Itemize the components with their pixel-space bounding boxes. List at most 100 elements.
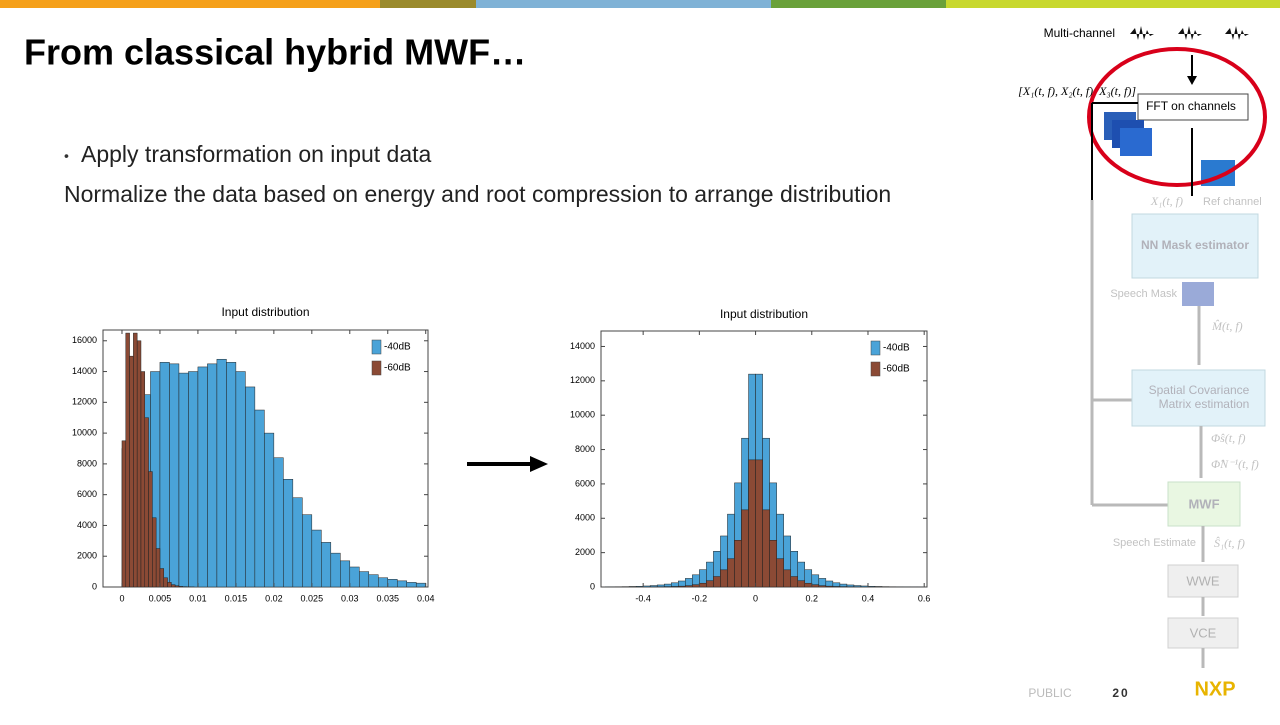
histogram-bar <box>171 585 175 587</box>
histogram-bar <box>312 530 321 587</box>
histogram-bar <box>784 570 791 587</box>
histogram-bar <box>160 569 164 587</box>
x-tick-label: 0 <box>753 593 758 603</box>
footer-label: PUBLIC <box>1028 686 1072 700</box>
histogram-bar <box>283 479 292 587</box>
histogram-bar <box>378 578 387 587</box>
bullet: Apply transformation on input data <box>81 141 432 167</box>
histogram-bar <box>692 585 699 587</box>
histogram-bar <box>416 583 425 587</box>
wwe-label: WWE <box>1186 573 1220 588</box>
x-tick-label: 0.005 <box>149 593 172 603</box>
histogram-bar <box>245 387 254 587</box>
histogram-bar <box>706 581 713 587</box>
histogram-bar <box>274 458 283 587</box>
histogram-bar <box>160 362 169 587</box>
histogram-bar <box>350 567 359 587</box>
histogram-bar <box>130 356 134 587</box>
y-tick-label: 0 <box>590 581 595 591</box>
histogram-bar <box>145 418 149 587</box>
histogram-bar <box>791 577 798 587</box>
histogram-bar <box>264 433 273 587</box>
faded-pipeline: X₁(t, f) Ref channel NN Mask estimator S… <box>1092 194 1265 668</box>
page-number: 20 <box>1112 686 1129 700</box>
x-tick-label: 0.6 <box>918 593 931 603</box>
histogram-bar <box>168 582 172 587</box>
histogram-bar <box>321 542 330 587</box>
waveforms <box>1130 26 1255 40</box>
histogram-bar <box>397 581 406 587</box>
histogram-bar <box>122 441 126 587</box>
histogram-bar <box>636 586 643 587</box>
legend-label: -40dB <box>384 342 411 353</box>
transform-arrow <box>467 456 548 472</box>
y-tick-label: 8000 <box>575 444 595 454</box>
histogram-bar <box>369 575 378 587</box>
histogram-bar <box>734 540 741 587</box>
top-strip <box>0 0 1280 8</box>
y-tick-label: 4000 <box>575 513 595 523</box>
x-tick-label: -0.2 <box>692 593 708 603</box>
histogram-bar <box>720 570 727 587</box>
histogram-bar <box>188 372 197 587</box>
histogram-bar <box>156 549 160 587</box>
vce-label: VCE <box>1190 625 1217 640</box>
x-tick-label: 0.02 <box>265 593 283 603</box>
legend-swatch <box>372 361 381 375</box>
histogram-bar <box>198 367 207 587</box>
histogram-bar <box>175 586 179 587</box>
histogram-bar <box>875 586 882 587</box>
channels-label: [X₁(t, f), X₂(t, f), X₃(t, f)] <box>1018 84 1136 98</box>
x-tick-label: 0.4 <box>862 593 875 603</box>
histogram-chart: Input distribution0200040006000800010000… <box>72 305 435 603</box>
spectrogram-icons <box>1104 112 1235 186</box>
fft-label: FFT on channels <box>1146 99 1236 113</box>
histogram-bar <box>388 579 397 587</box>
y-tick-label: 6000 <box>575 478 595 488</box>
histogram-bar <box>826 586 833 587</box>
histogram-bar <box>164 578 168 587</box>
y-tick-label: 12000 <box>72 397 97 407</box>
y-tick-label: 2000 <box>77 551 97 561</box>
pipeline-diagram: Multi-channel [X₁(t, f), X₂(t, f), X₃(t,… <box>1018 26 1265 668</box>
y-tick-label: 10000 <box>72 427 97 437</box>
y-tick-label: 2000 <box>575 547 595 557</box>
legend-swatch <box>871 341 880 355</box>
histogram-bar <box>149 472 153 587</box>
x-tick-label: 0.035 <box>376 593 399 603</box>
y-tick-label: 10000 <box>570 410 595 420</box>
histogram-bar <box>126 333 130 587</box>
ref-label: Ref channel <box>1203 196 1262 208</box>
x-tick-label: 0.03 <box>341 593 359 603</box>
y-tick-label: 16000 <box>72 335 97 345</box>
histogram-bar <box>331 553 340 587</box>
nn-label: NN Mask estimator <box>1141 238 1249 252</box>
x-tick-label: 0.04 <box>417 593 435 603</box>
charts: Input distribution0200040006000800010000… <box>72 305 930 603</box>
input-label: Multi-channel <box>1044 26 1115 40</box>
legend-swatch <box>372 340 381 354</box>
scm-label: Spatial Covariance <box>1149 383 1250 397</box>
x-tick-label: 0.2 <box>806 593 819 603</box>
histogram-bar <box>302 515 311 587</box>
histogram-bar <box>236 372 245 587</box>
histogram-bar <box>137 341 141 587</box>
histogram-bar <box>133 333 137 587</box>
histogram-bar <box>671 586 678 587</box>
logo: NXP <box>1194 678 1235 700</box>
histogram-bar <box>685 586 692 587</box>
y-tick-label: 12000 <box>570 375 595 385</box>
histogram-bar <box>727 559 734 587</box>
y-tick-label: 0 <box>92 581 97 591</box>
legend-swatch <box>871 362 880 376</box>
histogram-bar <box>293 498 302 587</box>
mask-label: Speech Mask <box>1110 288 1177 300</box>
histogram-bar <box>868 586 875 587</box>
histogram-bar <box>777 559 784 587</box>
histogram-bar <box>861 586 868 587</box>
ref-signal: X₁(t, f) <box>1150 194 1183 208</box>
slide-title: From classical hybrid MWF… <box>24 32 526 73</box>
histogram-bar <box>805 583 812 587</box>
x-tick-label: 0.025 <box>301 593 324 603</box>
